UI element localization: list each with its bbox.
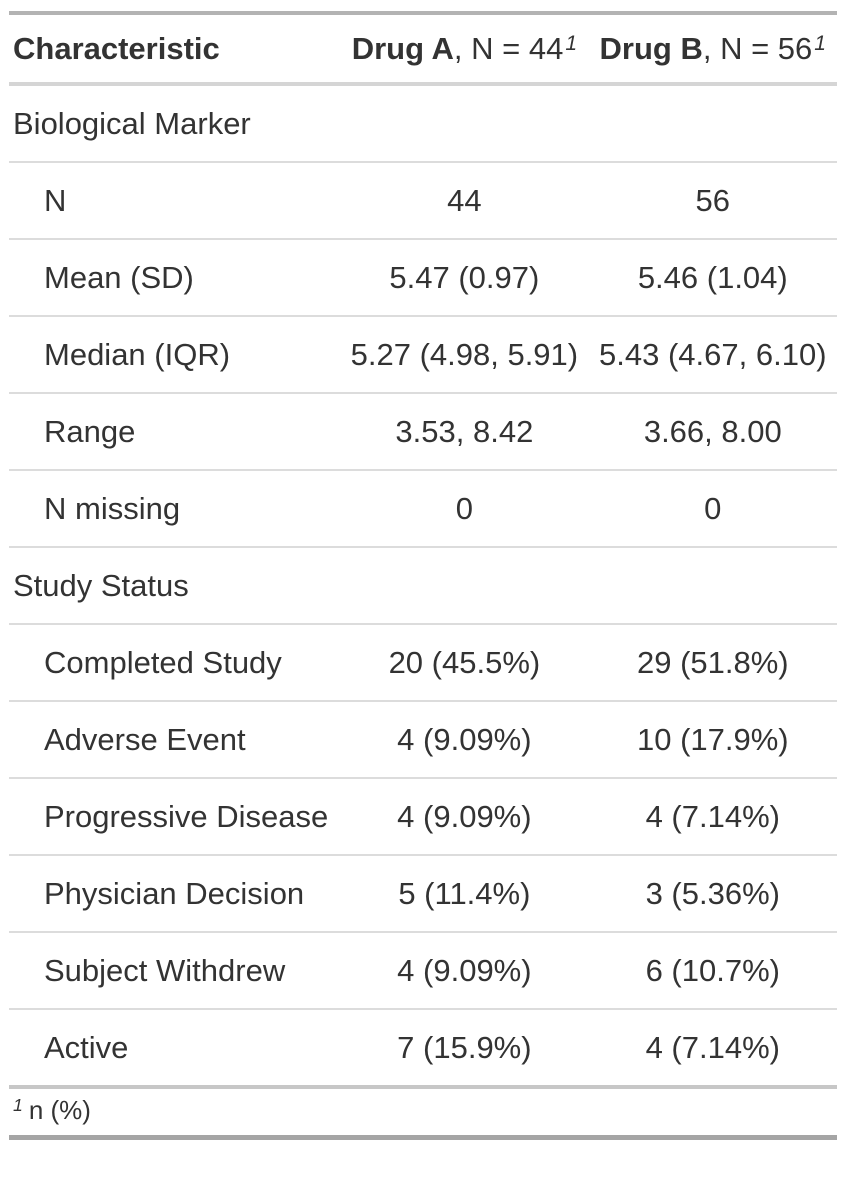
row-label: Progressive Disease [44, 799, 329, 834]
drug-b-value: 10 (17.9%) [636, 722, 789, 757]
row-label: Median (IQR) [44, 337, 231, 372]
drug-a-value: 44 [447, 183, 482, 218]
drug-a-value [340, 84, 588, 162]
table-row: N missing 0 0 [9, 470, 837, 547]
row-label: N missing [44, 491, 181, 526]
row-label: Mean (SD) [44, 260, 194, 295]
table-row: Active 7 (15.9%) 4 (7.14%) [9, 1009, 837, 1087]
table-row: Median (IQR) 5.27 (4.98, 5.91) 5.43 (4.6… [9, 316, 837, 393]
drug-a-value [340, 547, 588, 624]
drug-a-value: 0 [455, 491, 473, 526]
table-row: Progressive Disease 4 (9.09%) 4 (7.14%) [9, 778, 837, 855]
drug-b-value: 0 [704, 491, 722, 526]
drug-a-name: Drug A [351, 31, 454, 66]
row-label: N [44, 183, 67, 218]
drug-a-value: 4 (9.09%) [397, 799, 532, 834]
drug-b-name: Drug B [599, 31, 703, 66]
footnote-mark: 1 [565, 31, 578, 55]
drug-b-value: 4 (7.14%) [645, 799, 780, 834]
drug-a-value: 5 (11.4%) [398, 876, 531, 911]
drug-b-n: , N = 56 [702, 31, 813, 66]
footnote-mark: 1 [814, 31, 827, 55]
table-row: Subject Withdrew 4 (9.09%) 6 (10.7%) [9, 932, 837, 1009]
drug-a-value: 4 (9.09%) [397, 722, 532, 757]
drug-b-value [589, 547, 837, 624]
drug-b-value: 3 (5.36%) [645, 876, 780, 911]
drug-b-value: 56 [695, 183, 731, 218]
drug-b-value: 5.43 (4.67, 6.10) [599, 337, 827, 372]
table-row: Adverse Event 4 (9.09%) 10 (17.9%) [9, 701, 837, 778]
group-row: Biological Marker [9, 84, 837, 162]
header-row: Characteristic Drug A, N = 441 Drug B, N… [9, 13, 837, 84]
column-header-characteristic: Characteristic [13, 31, 220, 66]
table-row: N 44 56 [9, 162, 837, 239]
drug-a-value: 7 (15.9%) [397, 1030, 532, 1065]
drug-a-value: 20 (45.5%) [388, 645, 541, 680]
drug-a-n: , N = 44 [453, 31, 564, 66]
drug-a-value: 5.47 (0.97) [389, 260, 540, 295]
group-label: Study Status [13, 568, 189, 603]
drug-b-value: 6 (10.7%) [645, 953, 780, 988]
row-label: Range [44, 414, 136, 449]
footnote-text: n (%) [28, 1095, 91, 1125]
row-label: Subject Withdrew [44, 953, 286, 988]
drug-b-value: 3.66, 8.00 [643, 414, 782, 449]
table-header: Characteristic Drug A, N = 441 Drug B, N… [9, 13, 837, 84]
group-label: Biological Marker [13, 106, 251, 141]
table-row: Mean (SD) 5.47 (0.97) 5.46 (1.04) [9, 239, 837, 316]
drug-a-value: 3.53, 8.42 [395, 414, 534, 449]
summary-table: Characteristic Drug A, N = 441 Drug B, N… [9, 11, 837, 1140]
table-row: Completed Study 20 (45.5%) 29 (51.8%) [9, 624, 837, 701]
drug-b-value: 5.46 (1.04) [637, 260, 788, 295]
row-label: Adverse Event [44, 722, 246, 757]
column-header-drug-a: Drug A, N = 441 [340, 13, 588, 84]
footnote-mark: 1 [13, 1095, 23, 1116]
row-label: Active [44, 1030, 129, 1065]
table-row: Range 3.53, 8.42 3.66, 8.00 [9, 393, 837, 470]
drug-b-value [589, 84, 837, 162]
drug-a-value: 5.27 (4.98, 5.91) [350, 337, 579, 372]
row-label: Physician Decision [44, 876, 305, 911]
drug-b-value: 29 (51.8%) [636, 645, 789, 680]
drug-b-value: 4 (7.14%) [645, 1030, 780, 1065]
table-body: Biological Marker N 44 56 Mean (SD) 5.47… [9, 84, 837, 1087]
column-header-drug-b: Drug B, N = 561 [589, 13, 837, 84]
group-row: Study Status [9, 547, 837, 624]
row-label: Completed Study [44, 645, 282, 680]
table-row: Physician Decision 5 (11.4%) 3 (5.36%) [9, 855, 837, 932]
drug-a-value: 4 (9.09%) [397, 953, 532, 988]
